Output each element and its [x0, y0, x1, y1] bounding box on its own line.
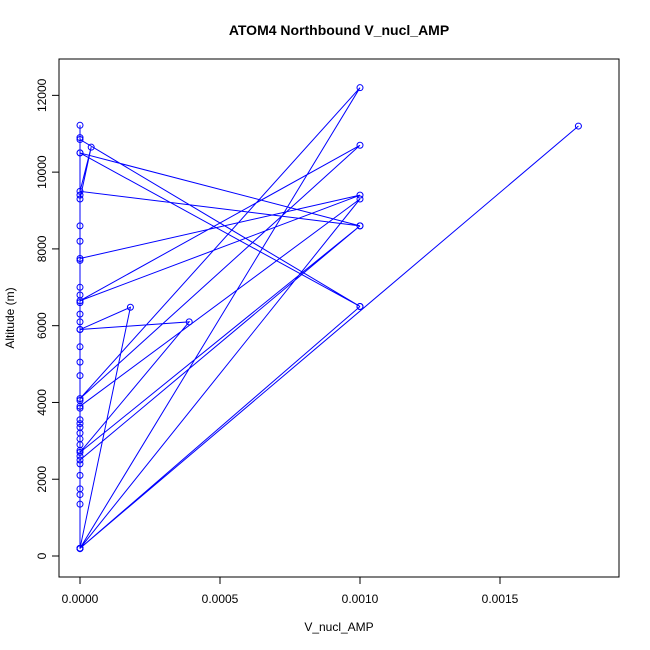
- chart-title: ATOM4 Northbound V_nucl_AMP: [229, 22, 449, 38]
- data-point: [87, 143, 95, 151]
- data-point: [356, 141, 364, 149]
- y-tick-label: 4000: [35, 389, 49, 416]
- x-axis: 0.0000 0.0005 0.0010 0.0015: [62, 576, 519, 606]
- data-point: [76, 299, 84, 307]
- data-point: [356, 195, 364, 203]
- data-point: [76, 195, 84, 203]
- plot-frame: [58, 58, 620, 578]
- data-point: [76, 395, 84, 403]
- data-point: [126, 303, 134, 311]
- y-axis: 0 2000 4000 6000 8000 10000 12000: [35, 78, 60, 559]
- x-tick-label: 0.0000: [62, 592, 99, 606]
- data-point: [76, 255, 84, 262]
- data-point: [76, 471, 84, 479]
- data-point: [76, 149, 84, 157]
- data-point: [356, 222, 364, 230]
- y-tick-label: 2000: [35, 466, 49, 493]
- data-point: [76, 310, 84, 318]
- data-point: [76, 404, 84, 412]
- y-axis-label: Altitude (m): [3, 287, 17, 348]
- series-line: [79, 87, 579, 549]
- y-tick-label: 8000: [35, 235, 49, 262]
- data-point: [76, 491, 84, 499]
- y-tick-label: 12000: [35, 78, 49, 112]
- data-point: [76, 237, 84, 245]
- x-tick-label: 0.0015: [482, 592, 519, 606]
- data-point: [76, 222, 84, 230]
- data-point: [574, 122, 582, 130]
- y-tick-label: 6000: [35, 312, 49, 339]
- data-point: [76, 544, 84, 552]
- series-path: [79, 87, 579, 549]
- data-point: [76, 136, 84, 143]
- data-point: [76, 420, 84, 428]
- series-points: [76, 84, 582, 553]
- data-point: [76, 318, 84, 326]
- data-point: [76, 283, 84, 291]
- data-point: [76, 372, 84, 380]
- y-tick-label: 0: [35, 552, 49, 559]
- data-point: [76, 456, 84, 464]
- data-point: [356, 191, 364, 199]
- x-tick-label: 0.0010: [342, 592, 379, 606]
- y-tick-label: 10000: [35, 155, 49, 189]
- data-point: [76, 448, 84, 456]
- data-point: [76, 500, 84, 508]
- data-point: [356, 302, 364, 310]
- data-point: [76, 191, 84, 199]
- data-point: [76, 416, 84, 424]
- data-point: [76, 134, 84, 142]
- data-point: [185, 318, 193, 326]
- data-point: [76, 402, 84, 410]
- data-point: [76, 297, 84, 305]
- x-tick-label: 0.0005: [202, 592, 239, 606]
- data-point: [76, 326, 84, 334]
- data-point: [76, 452, 84, 460]
- data-point: [76, 256, 84, 264]
- data-point: [76, 121, 84, 129]
- data-point: [356, 84, 364, 92]
- data-point: [76, 358, 84, 366]
- data-point: [76, 460, 84, 468]
- x-axis-label: V_nucl_AMP: [304, 620, 373, 634]
- data-point: [76, 187, 84, 195]
- data-point: [76, 343, 84, 351]
